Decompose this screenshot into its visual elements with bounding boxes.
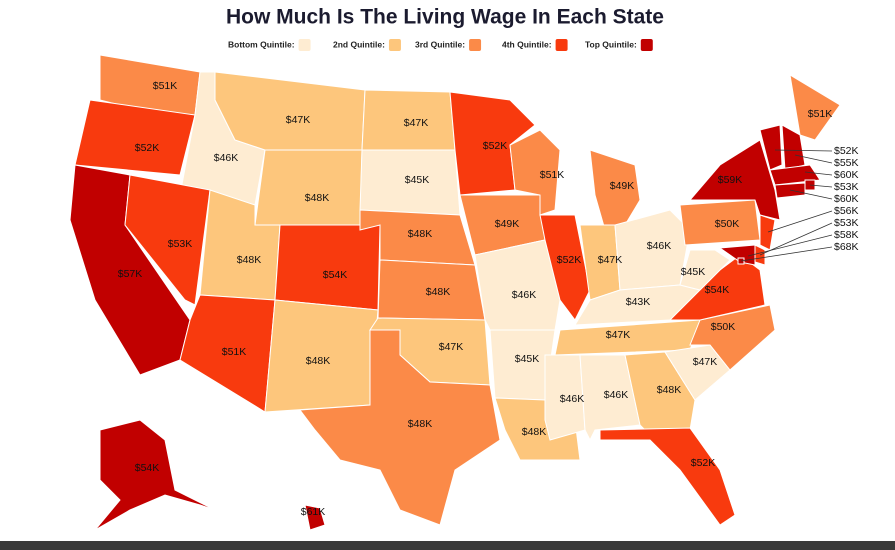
value-label: $47K	[404, 117, 429, 129]
state	[544, 354, 586, 441]
state	[789, 74, 841, 141]
state	[509, 129, 561, 216]
value-label: $50K	[711, 321, 736, 333]
legend-swatch	[298, 39, 311, 51]
value-label: $43K	[626, 296, 651, 308]
value-label: $45K	[515, 353, 540, 365]
callout-line	[740, 246, 833, 262]
legend-swatch	[640, 39, 653, 51]
value-label: $54K	[705, 284, 730, 296]
value-label: $52K	[557, 254, 582, 266]
value-label: $48K	[657, 384, 682, 396]
value-label: $47K	[693, 356, 718, 368]
value-label: $68K	[834, 241, 859, 253]
callout-line	[747, 234, 833, 257]
legend-swatch	[469, 39, 482, 51]
callout-line	[809, 184, 833, 188]
value-label: $46K	[647, 240, 672, 252]
callout-line	[767, 210, 833, 233]
state	[124, 174, 211, 306]
value-label: $51K	[808, 108, 833, 120]
state	[299, 329, 501, 526]
value-label: $52K	[483, 140, 508, 152]
state	[614, 209, 691, 291]
value-label: $48K	[305, 192, 330, 204]
state	[679, 249, 731, 291]
value-label: $54K	[135, 462, 160, 474]
value-label: $47K	[286, 114, 311, 126]
state	[774, 182, 806, 199]
states: $51K $52K $57K $46K $53K $47K $48K $48K $51K $54K…	[69, 54, 859, 531]
value-label: $45K	[405, 174, 430, 186]
value-label: $48K	[522, 426, 547, 438]
value-label: $48K	[237, 254, 262, 266]
value-label: $47K	[439, 341, 464, 353]
value-label: $56K	[834, 205, 859, 217]
legend-label: Bottom Quintile:	[228, 39, 295, 49]
value-label: $61K	[301, 506, 326, 518]
value-label: $46K	[214, 152, 239, 164]
value-label: $55K	[834, 157, 859, 169]
value-label: $47K	[598, 254, 623, 266]
value-label: $49K	[610, 180, 635, 192]
state	[781, 124, 806, 171]
value-label: $52K	[691, 457, 716, 469]
value-label: $50K	[715, 218, 740, 230]
value-label: $52K	[834, 145, 859, 157]
value-label: $48K	[408, 418, 433, 430]
state	[179, 294, 276, 413]
chart-title: How Much Is The Living Wage In Each Stat…	[226, 6, 664, 29]
state	[304, 504, 326, 531]
state	[74, 99, 196, 176]
legend: Bottom Quintile: 2nd Quintile: 3rd Quintil…	[228, 39, 653, 51]
value-label: $48K	[426, 286, 451, 298]
state	[274, 224, 381, 311]
state	[214, 71, 366, 151]
callout-line	[774, 149, 833, 152]
state	[599, 427, 736, 526]
value-label: $59K	[718, 174, 743, 186]
value-label: $58K	[834, 229, 859, 241]
value-label: $60K	[834, 169, 859, 181]
state	[94, 419, 216, 531]
value-label: $54K	[323, 269, 348, 281]
state	[254, 149, 363, 231]
state	[759, 214, 776, 251]
legend-label: 3rd Quintile:	[415, 39, 465, 49]
value-label: $51K	[540, 169, 565, 181]
value-label: $45K	[681, 266, 706, 278]
legend-swatch	[388, 39, 401, 51]
value-label: $48K	[408, 228, 433, 240]
bottom-bar	[0, 541, 895, 550]
callout-line	[804, 171, 833, 176]
state	[474, 239, 561, 331]
value-label: $53K	[834, 217, 859, 229]
value-label: $52K	[135, 142, 160, 154]
value-label: $57K	[118, 268, 143, 280]
state	[688, 139, 781, 221]
value-label: $46K	[560, 393, 585, 405]
callout-line	[789, 189, 833, 200]
legend-swatch	[555, 39, 568, 51]
value-label: $60K	[834, 193, 859, 205]
value-label: $49K	[495, 218, 520, 230]
value-label: $48K	[306, 355, 331, 367]
value-label: $46K	[512, 289, 537, 301]
legend-label: Top Quintile:	[585, 39, 637, 49]
legend-label: 2nd Quintile:	[333, 39, 385, 49]
value-label: $47K	[606, 329, 631, 341]
legend-label: 4th Quintile:	[502, 39, 552, 49]
value-label: $53K	[834, 181, 859, 193]
value-label: $46K	[604, 389, 629, 401]
value-label: $51K	[222, 346, 247, 358]
state	[539, 214, 591, 321]
state	[759, 124, 783, 171]
callout-line	[794, 154, 833, 164]
value-label: $53K	[168, 238, 193, 250]
value-label: $51K	[153, 80, 178, 92]
